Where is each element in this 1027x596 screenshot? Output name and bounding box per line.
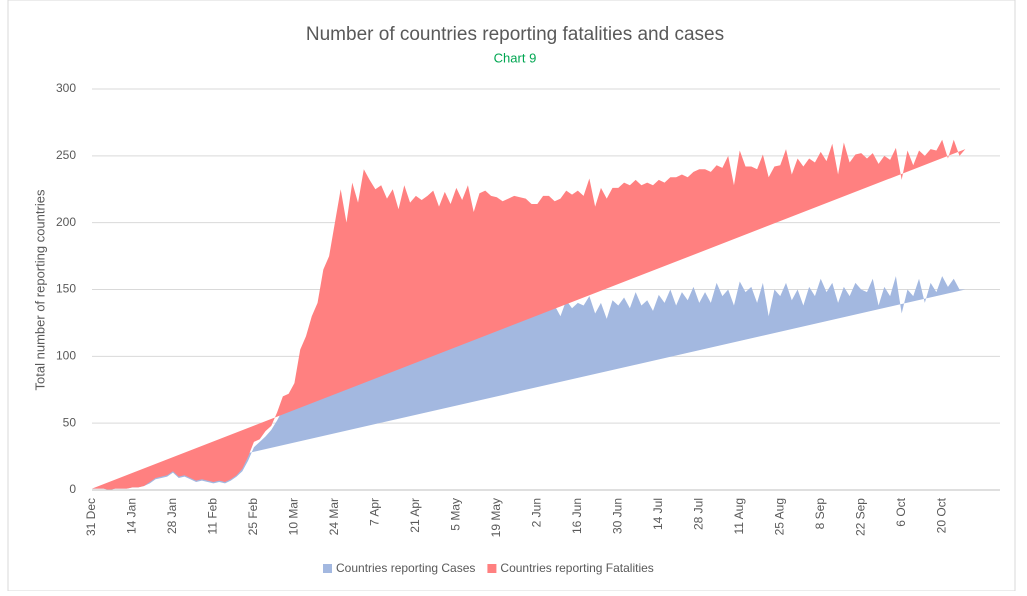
x-tick-label: 11 Feb xyxy=(206,498,220,535)
y-tick-label: 200 xyxy=(56,215,76,229)
x-tick-label: 20 Oct xyxy=(934,497,948,533)
x-tick-label: 2 Jun xyxy=(529,498,543,527)
chart-subtitle: Chart 9 xyxy=(494,50,537,65)
y-tick-label: 50 xyxy=(63,415,77,429)
x-tick-label: 11 Aug xyxy=(732,498,746,534)
x-tick-label: 14 Jul xyxy=(651,498,665,530)
x-tick-label: 24 Mar xyxy=(327,498,341,535)
x-tick-label: 31 Dec xyxy=(84,498,98,536)
x-tick-label: 10 Mar xyxy=(287,498,301,535)
x-tick-label: 25 Aug xyxy=(772,498,786,535)
y-tick-label: 300 xyxy=(56,81,76,95)
legend-swatch xyxy=(487,564,497,573)
x-tick-label: 5 May xyxy=(449,498,463,531)
x-tick-label: 14 Jan xyxy=(125,498,139,534)
x-tick-label: 28 Jul xyxy=(691,498,705,530)
y-tick-label: 100 xyxy=(56,349,76,363)
x-tick-label: 28 Jan xyxy=(165,498,179,534)
area xyxy=(92,276,966,490)
y-tick-label: 0 xyxy=(69,482,76,496)
x-tick-label: 22 Sep xyxy=(853,498,867,536)
legend-swatch xyxy=(323,564,332,573)
y-tick-label: 150 xyxy=(56,282,76,296)
x-tick-label: 6 Oct xyxy=(894,497,908,526)
y-tick-label: 250 xyxy=(56,148,76,162)
y-axis-label: Total number of reporting countries xyxy=(32,189,47,390)
x-tick-label: 25 Feb xyxy=(246,498,260,536)
legend-label: Countries reporting Fatalities xyxy=(500,561,653,575)
chart-title: Number of countries reporting fatalities… xyxy=(306,24,724,45)
x-tick-label: 8 Sep xyxy=(813,498,827,530)
x-tick-label: 30 Jun xyxy=(610,498,624,534)
x-tick-label: 21 Apr xyxy=(408,498,422,533)
x-tick-label: 7 Apr xyxy=(368,498,382,526)
x-tick-label: 19 May xyxy=(489,498,503,537)
legend-label: Countries reporting Cases xyxy=(336,561,475,575)
area xyxy=(92,139,966,490)
x-tick-label: 16 Jun xyxy=(570,498,584,534)
